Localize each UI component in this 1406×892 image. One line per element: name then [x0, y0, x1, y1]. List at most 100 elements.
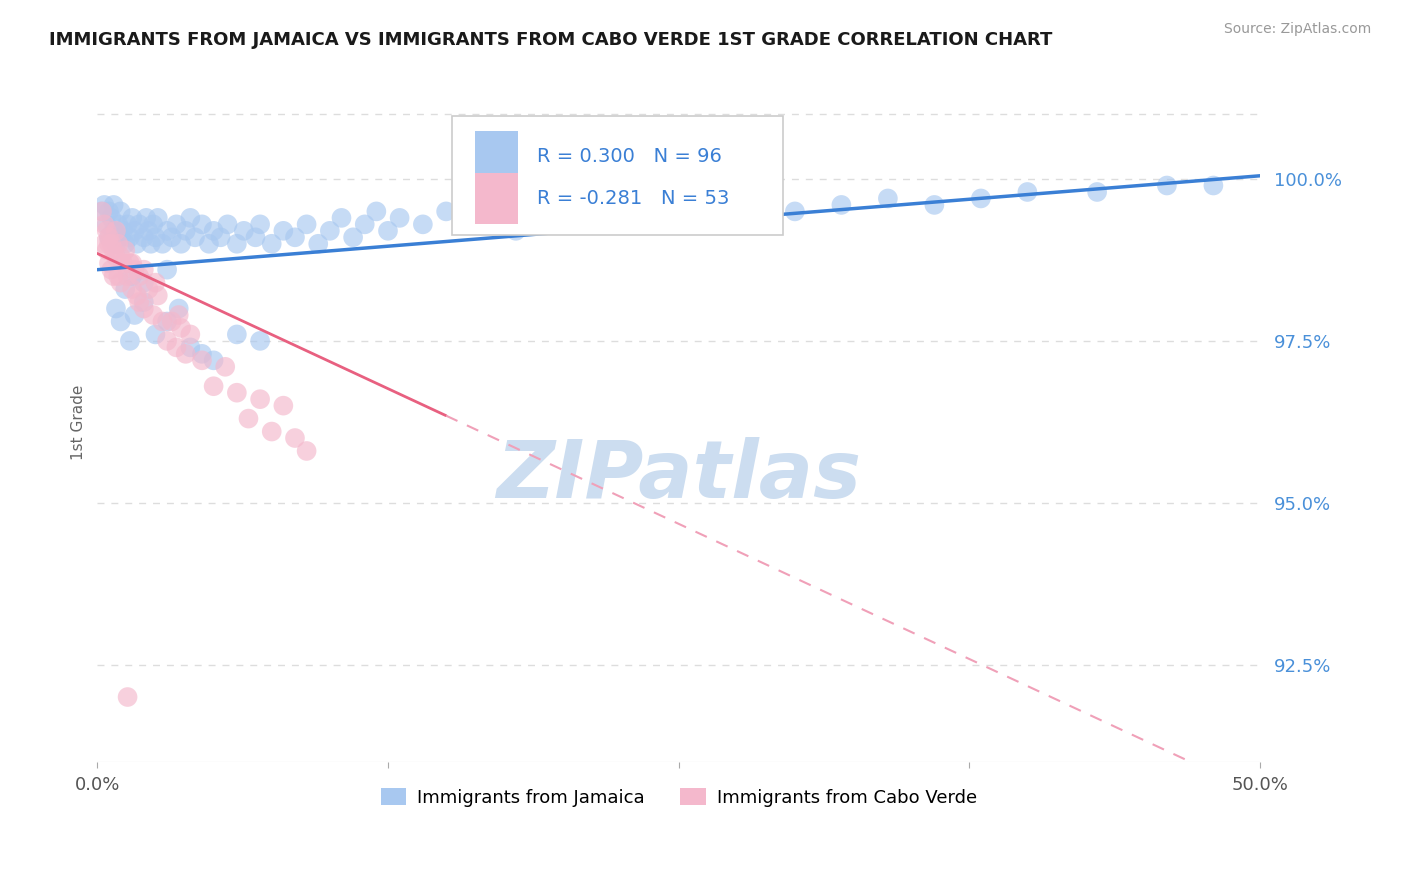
Point: [104, 301, 127, 316]
Point: [551, 218, 574, 232]
Point: [366, 204, 388, 219]
Point: [388, 211, 411, 225]
Point: [118, 334, 141, 348]
Point: [128, 269, 150, 284]
Point: [98, 230, 121, 244]
Point: [145, 327, 167, 342]
Point: [135, 211, 157, 225]
Point: [598, 211, 620, 225]
Point: [121, 256, 143, 270]
Point: [117, 690, 139, 704]
Point: [245, 230, 267, 244]
Point: [179, 211, 201, 225]
Point: [621, 218, 644, 232]
Point: [111, 224, 134, 238]
Point: [146, 211, 169, 225]
Point: [217, 218, 239, 232]
Point: [107, 269, 129, 284]
Point: [330, 211, 353, 225]
Point: [111, 256, 134, 270]
Point: [1202, 178, 1225, 193]
Point: [132, 276, 155, 290]
Point: [505, 224, 527, 238]
Point: [104, 236, 127, 251]
Point: [93, 198, 115, 212]
Point: [107, 218, 129, 232]
Point: [110, 230, 132, 244]
Point: [118, 256, 141, 270]
Point: [184, 230, 207, 244]
Point: [125, 288, 148, 302]
Point: [209, 230, 232, 244]
Point: [307, 236, 329, 251]
Point: [1085, 185, 1108, 199]
Point: [145, 276, 167, 290]
Point: [142, 218, 165, 232]
Point: [160, 230, 183, 244]
Point: [156, 334, 179, 348]
Point: [91, 204, 114, 219]
Point: [434, 204, 457, 219]
Text: R = 0.300   N = 96: R = 0.300 N = 96: [537, 147, 721, 166]
Point: [128, 218, 150, 232]
Point: [132, 295, 155, 310]
Point: [103, 269, 125, 284]
Point: [152, 314, 174, 328]
Point: [174, 224, 197, 238]
Point: [132, 301, 155, 316]
Point: [138, 224, 160, 238]
Point: [284, 431, 307, 445]
Point: [107, 236, 129, 251]
Point: [165, 218, 187, 232]
Point: [284, 230, 307, 244]
Point: [100, 236, 122, 251]
Point: [138, 282, 160, 296]
Point: [98, 236, 121, 251]
Legend: Immigrants from Jamaica, Immigrants from Cabo Verde: Immigrants from Jamaica, Immigrants from…: [374, 780, 984, 814]
Point: [145, 230, 167, 244]
Point: [179, 327, 201, 342]
Point: [167, 301, 190, 316]
Point: [110, 276, 132, 290]
Point: [232, 224, 254, 238]
Point: [202, 224, 225, 238]
Point: [249, 392, 271, 407]
Point: [124, 224, 146, 238]
Point: [156, 314, 179, 328]
Point: [132, 262, 155, 277]
Point: [412, 218, 434, 232]
Point: [174, 347, 197, 361]
Point: [273, 399, 295, 413]
Point: [96, 244, 118, 258]
Point: [103, 224, 125, 238]
Point: [117, 269, 139, 284]
Point: [876, 191, 898, 205]
Point: [238, 411, 260, 425]
Point: [156, 224, 179, 238]
Point: [117, 218, 139, 232]
FancyBboxPatch shape: [475, 130, 519, 182]
Point: [139, 236, 162, 251]
Point: [104, 224, 127, 238]
Point: [124, 262, 146, 277]
Point: [156, 262, 179, 277]
Text: ZIPatlas: ZIPatlas: [496, 437, 860, 516]
Point: [970, 191, 993, 205]
Point: [1156, 178, 1178, 193]
Point: [319, 224, 342, 238]
Point: [165, 340, 187, 354]
Point: [152, 236, 174, 251]
Point: [98, 230, 121, 244]
Point: [377, 224, 399, 238]
Point: [100, 262, 122, 277]
Point: [98, 204, 121, 219]
FancyBboxPatch shape: [475, 173, 519, 225]
Point: [202, 379, 225, 393]
Point: [575, 204, 598, 219]
Point: [114, 236, 136, 251]
Point: [179, 340, 201, 354]
Point: [132, 230, 155, 244]
Point: [170, 321, 193, 335]
Point: [170, 236, 193, 251]
Point: [260, 425, 283, 439]
